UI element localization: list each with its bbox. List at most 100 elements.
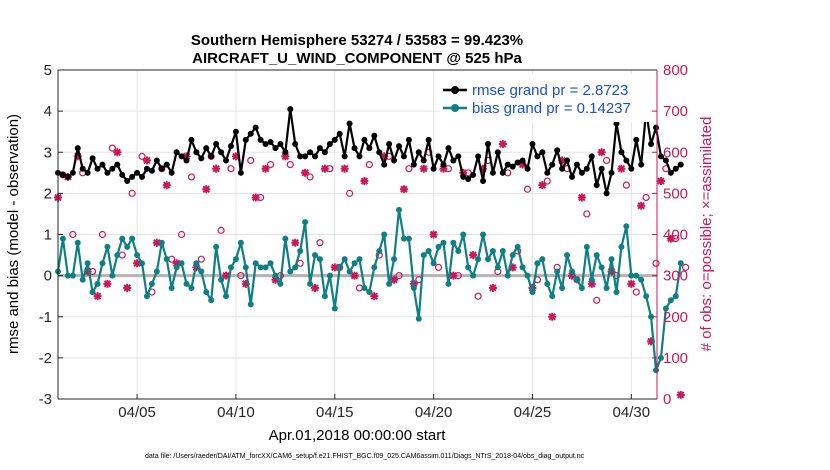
rmse-point [346, 120, 353, 127]
bias-point [277, 280, 284, 287]
bias-point [386, 280, 393, 287]
tick-labels: 04/05 04/10 04/15 04/20 04/25 04/30 -3 -2 -1 0 1 2 3… [39, 62, 688, 421]
bias-point [163, 256, 170, 263]
possible-point [187, 173, 196, 181]
bias-point [677, 260, 684, 267]
bias-point [302, 219, 309, 226]
rmse-point [440, 161, 447, 168]
possible-point [108, 144, 116, 152]
assimilated-mark [548, 313, 556, 321]
rmse-point [69, 169, 76, 176]
rmse-point [410, 161, 417, 168]
bias-point [346, 268, 353, 275]
y-left-tick-label: -1 [39, 309, 52, 326]
rmse-point [307, 149, 314, 156]
bias-point [519, 264, 526, 271]
bias-point [381, 231, 388, 238]
legend-rmse-label: rmse grand pr = 2.8723 [472, 82, 628, 99]
bias-point [396, 206, 403, 213]
possible-point [128, 189, 136, 197]
rmse-point [74, 145, 81, 152]
rmse-point [633, 136, 640, 143]
assimilated-mark [202, 185, 210, 193]
x-tick-label: 04/25 [514, 404, 552, 421]
bias-point [400, 235, 407, 242]
rmse-point [657, 153, 664, 160]
bias-point [371, 264, 378, 271]
rmse-point [316, 145, 323, 152]
possible-point [177, 230, 186, 239]
possible-point [622, 181, 630, 189]
bias-point [331, 305, 338, 312]
y-right-tick-label: 800 [663, 62, 688, 79]
y-axis-left-label: rmse and bias (model - observation) [5, 114, 22, 354]
rmse-point [539, 149, 546, 156]
assimilated-mark [420, 164, 428, 173]
assimilated-mark [469, 251, 477, 259]
possible-point [682, 263, 690, 271]
possible-point [523, 185, 532, 193]
bias-point [208, 297, 215, 304]
rmse-point [203, 145, 210, 152]
bias-point [450, 239, 457, 246]
rmse-point [638, 161, 645, 168]
rmse-point [648, 141, 655, 148]
bias-point [484, 256, 491, 263]
possible-point [543, 177, 551, 185]
assimilated-mark [143, 156, 151, 165]
assimilated-mark [538, 181, 547, 189]
rmse-point [124, 178, 131, 185]
rmse-point [198, 155, 205, 162]
bias-point [509, 252, 516, 259]
y-right-tick-label: 500 [663, 185, 688, 202]
bias-point [638, 276, 645, 283]
bias-point [104, 243, 111, 250]
y-left-tick-label: 5 [44, 62, 52, 79]
assimilated-mark [311, 284, 319, 292]
bias-point [114, 252, 121, 259]
bias-point [99, 260, 106, 267]
bias-point [440, 239, 447, 246]
bias-point [321, 293, 328, 300]
rmse-point [173, 149, 180, 156]
assimilated-mark [251, 193, 260, 202]
x-axis-label: Apr.01,2018 00:00:00 start [269, 427, 447, 444]
y-right-tick-label: 100 [663, 350, 688, 367]
assimilated-mark [429, 230, 438, 239]
series-layer [54, 106, 690, 399]
assimilated-mark [331, 263, 339, 272]
assimilated-mark [597, 148, 606, 156]
rmse-point [188, 136, 195, 143]
possible-point [138, 152, 146, 160]
bias-point [69, 272, 76, 279]
bias-point [168, 284, 175, 291]
bias-point [573, 276, 580, 283]
bias-point [257, 264, 264, 271]
rmse-point [391, 157, 398, 164]
x-tick-label: 04/20 [415, 404, 453, 421]
bias-point [410, 284, 417, 291]
bias-point [529, 289, 536, 296]
assimilated-mark [578, 193, 586, 202]
possible-point [306, 173, 314, 181]
possible-point [98, 230, 107, 239]
rmse-point [158, 165, 165, 172]
rmse-point [272, 145, 279, 152]
possible-point [266, 160, 275, 169]
rmse-point [588, 153, 595, 160]
bias-point [603, 284, 610, 291]
rmse-point [134, 169, 141, 176]
possible-point [237, 272, 245, 280]
series-bias [55, 206, 684, 374]
assimilated-mark [163, 181, 171, 189]
bias-point [218, 276, 225, 283]
assimilated-mark [153, 239, 161, 247]
rmse-point [109, 165, 116, 172]
rmse-point [386, 141, 393, 148]
rmse-point [193, 149, 200, 156]
possible-point [365, 160, 373, 169]
rmse-point [257, 136, 264, 143]
bias-point [193, 260, 200, 267]
rmse-point [593, 182, 600, 189]
rmse-point [489, 169, 496, 176]
